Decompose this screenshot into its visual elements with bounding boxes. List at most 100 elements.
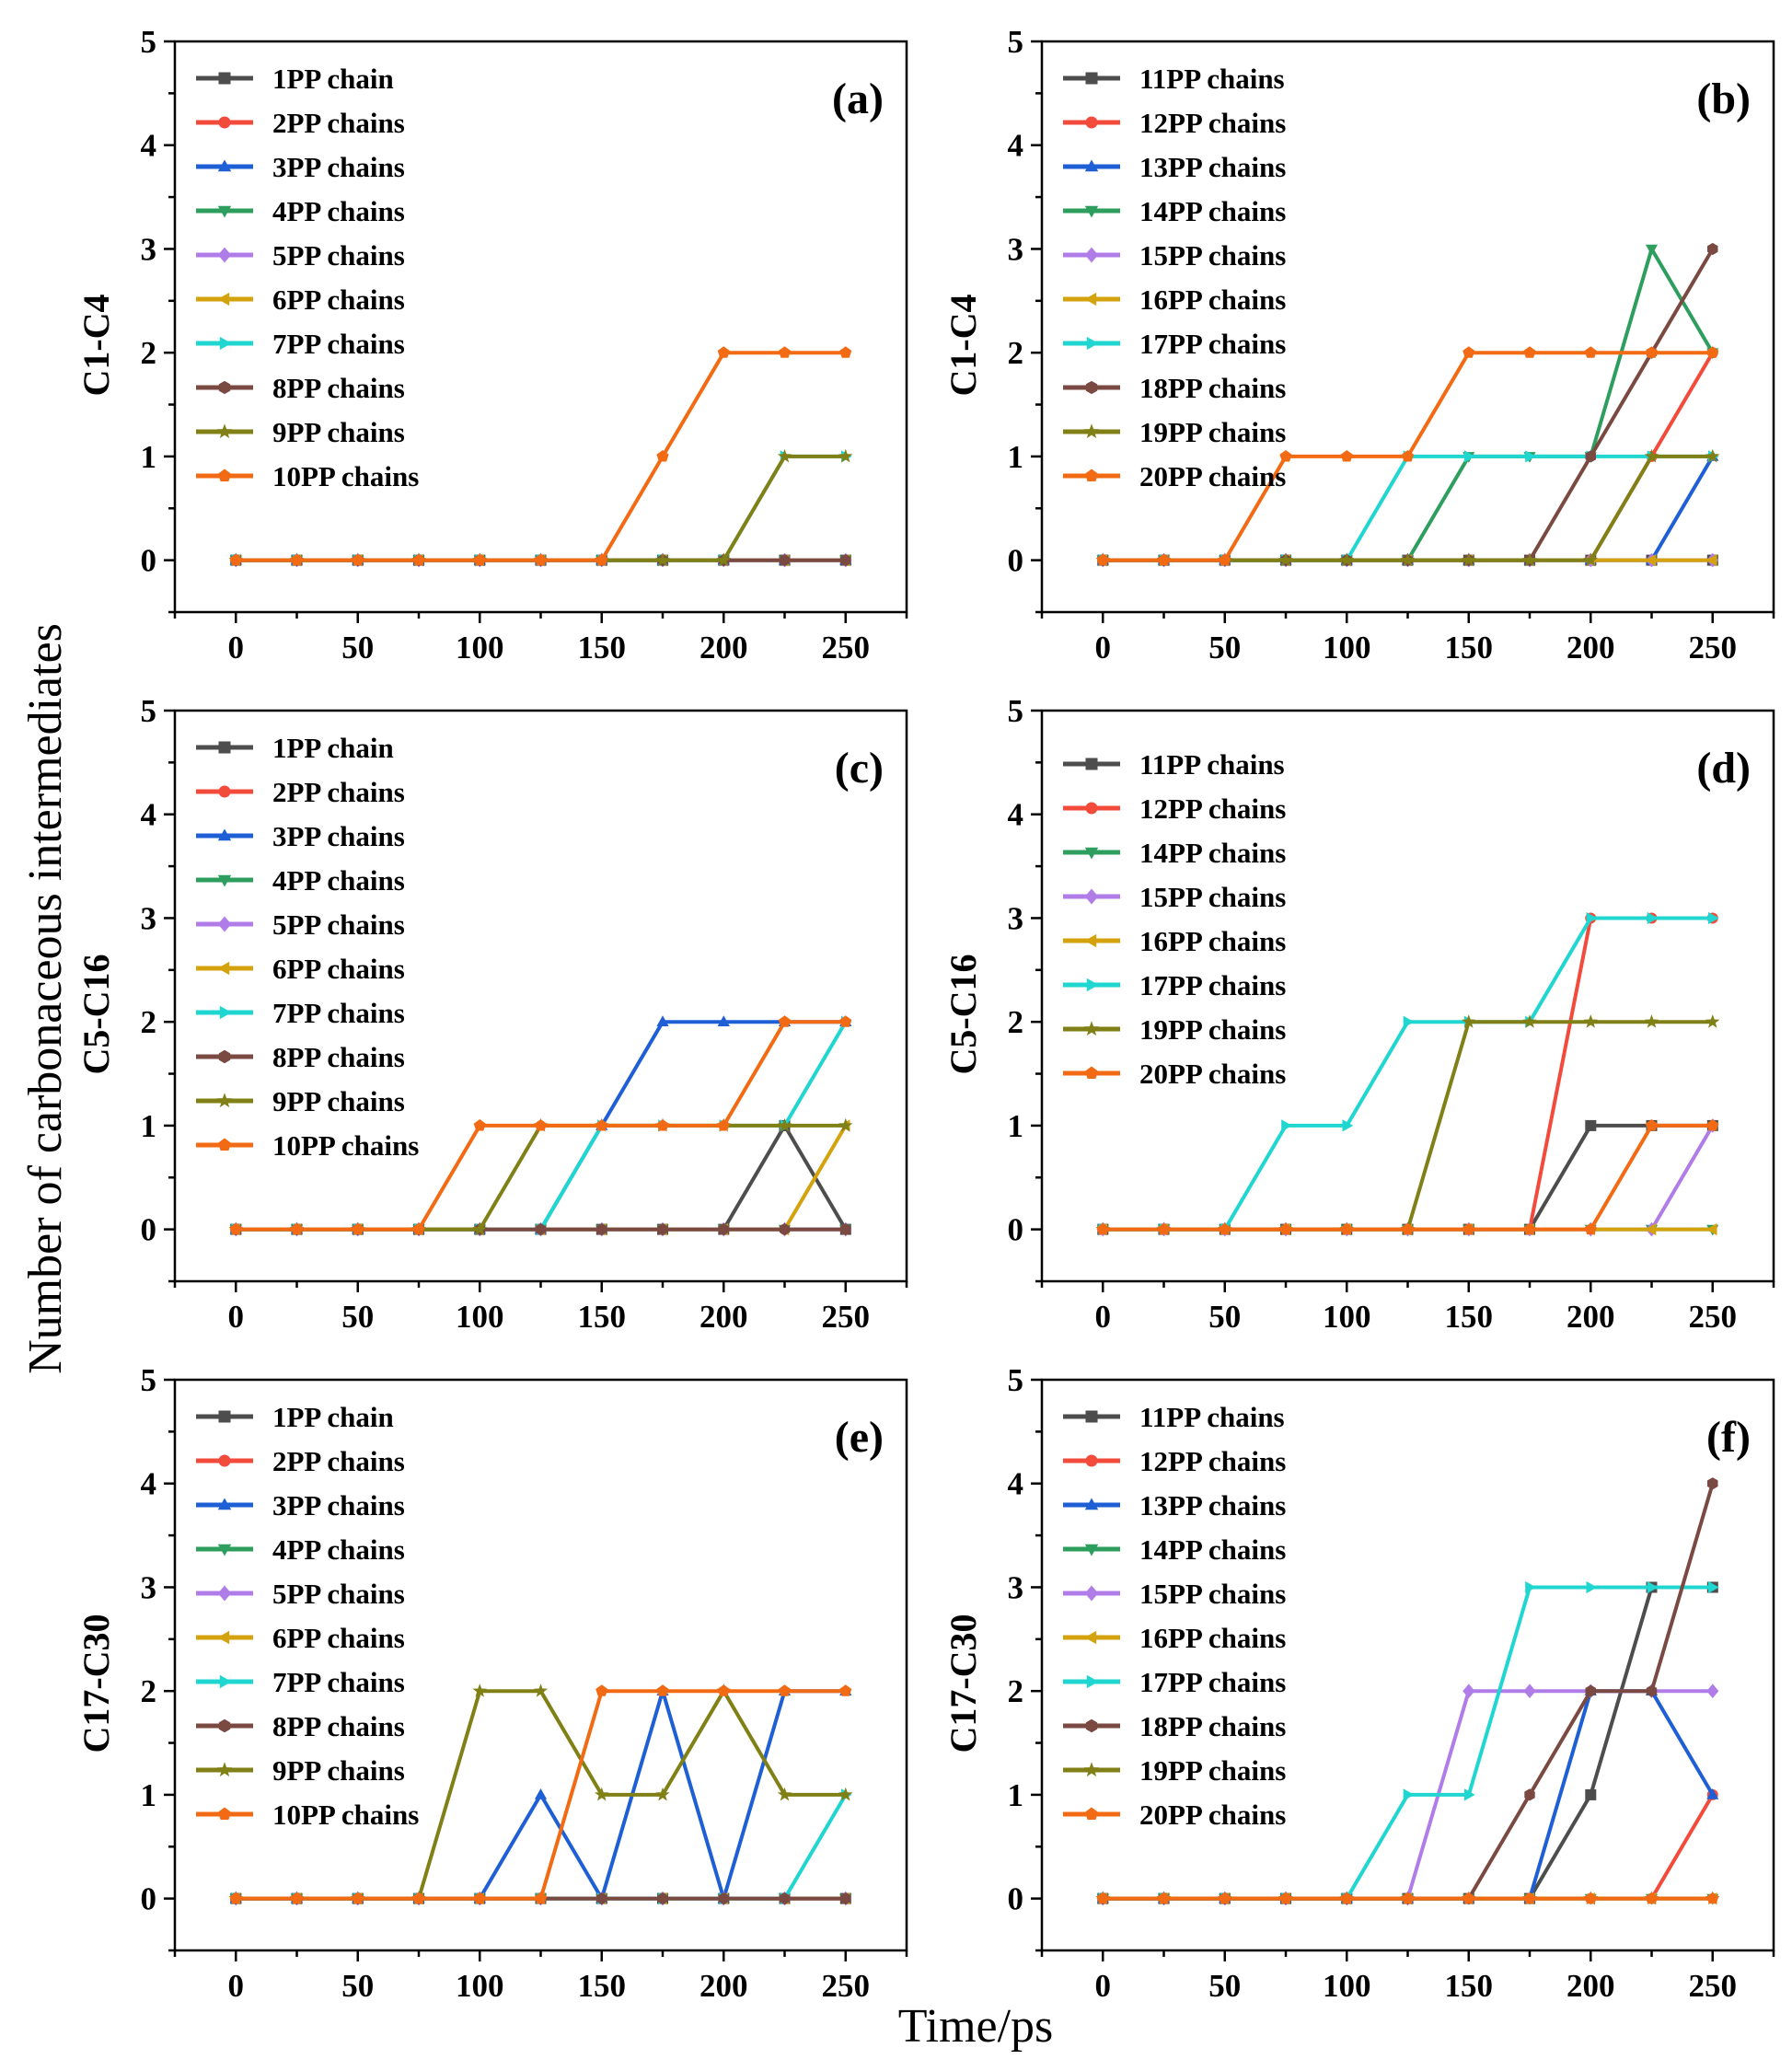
legend-label: 12PP chains: [1139, 107, 1286, 139]
data-point: [1705, 448, 1720, 463]
data-point: [1647, 1580, 1659, 1594]
data-point: [1279, 1892, 1292, 1904]
legend-swatch-marker: [218, 1454, 231, 1467]
data-point: [595, 553, 608, 566]
y-tick-label: 0: [141, 1881, 157, 1917]
data-point: [1096, 1222, 1109, 1235]
legend-label: 4PP chains: [272, 195, 405, 227]
legend-label: 6PP chains: [272, 283, 405, 316]
panel-label: (e): [835, 1413, 884, 1462]
legend-swatch-marker: [1084, 1498, 1099, 1510]
x-tick-label: 150: [1445, 1299, 1494, 1335]
data-point: [840, 554, 851, 567]
series-20pp-chains: [1096, 1119, 1719, 1235]
y-tick-label: 2: [1008, 1004, 1024, 1040]
legend-swatch-marker: [218, 1410, 231, 1423]
y-tick-label: 2: [141, 1004, 157, 1040]
legend-swatch-marker: [1084, 1630, 1097, 1645]
legend-label: 3PP chains: [272, 151, 405, 183]
y-tick-label: 4: [1008, 1466, 1024, 1502]
x-tick-label: 50: [1208, 630, 1241, 665]
y-axis-label: C1-C4: [75, 294, 117, 396]
legend-swatch-marker: [217, 961, 230, 976]
legend-label: 9PP chains: [272, 1754, 405, 1787]
data-point: [779, 1223, 791, 1236]
legend-swatch-marker: [1085, 380, 1098, 395]
x-tick-label: 150: [578, 1968, 627, 2004]
y-tick-label: 4: [141, 128, 157, 164]
data-point: [472, 1221, 487, 1236]
series-10pp-chains: [229, 1015, 852, 1235]
data-point: [1523, 346, 1536, 358]
data-point: [1279, 1222, 1292, 1235]
data-point: [778, 1684, 792, 1696]
legend-swatch-marker: [1084, 205, 1099, 218]
legend-label: 12PP chains: [1139, 793, 1286, 825]
data-point: [534, 1119, 548, 1131]
legend-label: 13PP chains: [1139, 1489, 1286, 1521]
y-tick-label: 4: [1008, 797, 1024, 833]
legend-label: 16PP chains: [1139, 1622, 1286, 1654]
legend: 11PP chains 12PP chains 14PP chains 15PP ch…: [1063, 748, 1286, 1090]
y-tick-label: 1: [141, 1108, 157, 1144]
legend-swatch-marker: [1085, 758, 1098, 770]
legend-swatch-marker: [217, 1544, 232, 1556]
data-point: [717, 1119, 730, 1131]
panel-label: (d): [1696, 744, 1751, 793]
y-tick-label: 3: [141, 231, 157, 267]
data-point: [352, 1892, 364, 1904]
data-point: [1096, 1892, 1109, 1904]
data-point: [838, 448, 853, 463]
data-point: [412, 1222, 425, 1235]
legend-swatch-marker: [219, 1005, 232, 1020]
data-point: [1219, 553, 1231, 566]
x-tick-label: 100: [456, 1299, 504, 1335]
data-point: [779, 1892, 791, 1905]
legend-swatch-marker: [217, 469, 232, 481]
data-point: [1157, 1222, 1171, 1235]
data-point: [777, 1787, 792, 1801]
legend: 11PP chains 12PP chains 13PP chains 14PP ch…: [1063, 1401, 1286, 1831]
legend-label: 17PP chains: [1139, 1666, 1286, 1698]
y-axis-label: C1-C4: [942, 294, 984, 396]
x-tick-label: 150: [578, 1299, 627, 1335]
data-point: [1645, 244, 1659, 256]
data-point: [778, 346, 792, 358]
legend-swatch-marker: [1084, 159, 1099, 172]
legend-swatch-marker: [219, 336, 232, 351]
data-point: [1463, 1683, 1475, 1698]
y-tick-label: 5: [141, 693, 157, 729]
data-point: [1585, 1684, 1596, 1697]
legend-label: 19PP chains: [1139, 416, 1286, 448]
data-point: [779, 554, 791, 567]
data-point: [1340, 1222, 1353, 1235]
legend-label: 11PP chains: [1139, 63, 1285, 95]
legend-label: 19PP chains: [1139, 1754, 1286, 1787]
data-point: [1401, 1892, 1415, 1904]
legend-label: 11PP chains: [1139, 748, 1285, 781]
x-tick-label: 100: [1323, 1968, 1371, 2004]
x-tick-label: 100: [1323, 1299, 1371, 1335]
legend-swatch-marker: [217, 828, 232, 841]
legend-swatch-marker: [1086, 336, 1099, 351]
x-tick-label: 50: [1208, 1299, 1241, 1335]
legend-label: 15PP chains: [1139, 881, 1286, 913]
data-point: [1340, 1892, 1353, 1904]
data-point: [229, 553, 242, 566]
data-point: [656, 1684, 669, 1696]
data-point: [1279, 450, 1292, 462]
data-point: [1525, 1580, 1536, 1594]
data-point: [777, 448, 792, 463]
legend-swatch-marker: [216, 1762, 233, 1777]
series-10pp-chains: [229, 346, 852, 566]
data-point: [717, 1015, 730, 1026]
data-point: [1708, 911, 1719, 925]
legend-swatch-marker: [1083, 423, 1100, 439]
chart-panel-a: 0 50 100 150 200 250 0 1 2 3 4 5 C1-C4 1PP chain 2PP c…: [75, 24, 908, 665]
x-tick-label: 250: [822, 1299, 871, 1335]
legend-swatch-marker: [1085, 802, 1098, 815]
data-point: [1706, 1892, 1719, 1904]
legend-swatch-marker: [1085, 72, 1098, 85]
legend-label: 18PP chains: [1139, 1710, 1286, 1742]
